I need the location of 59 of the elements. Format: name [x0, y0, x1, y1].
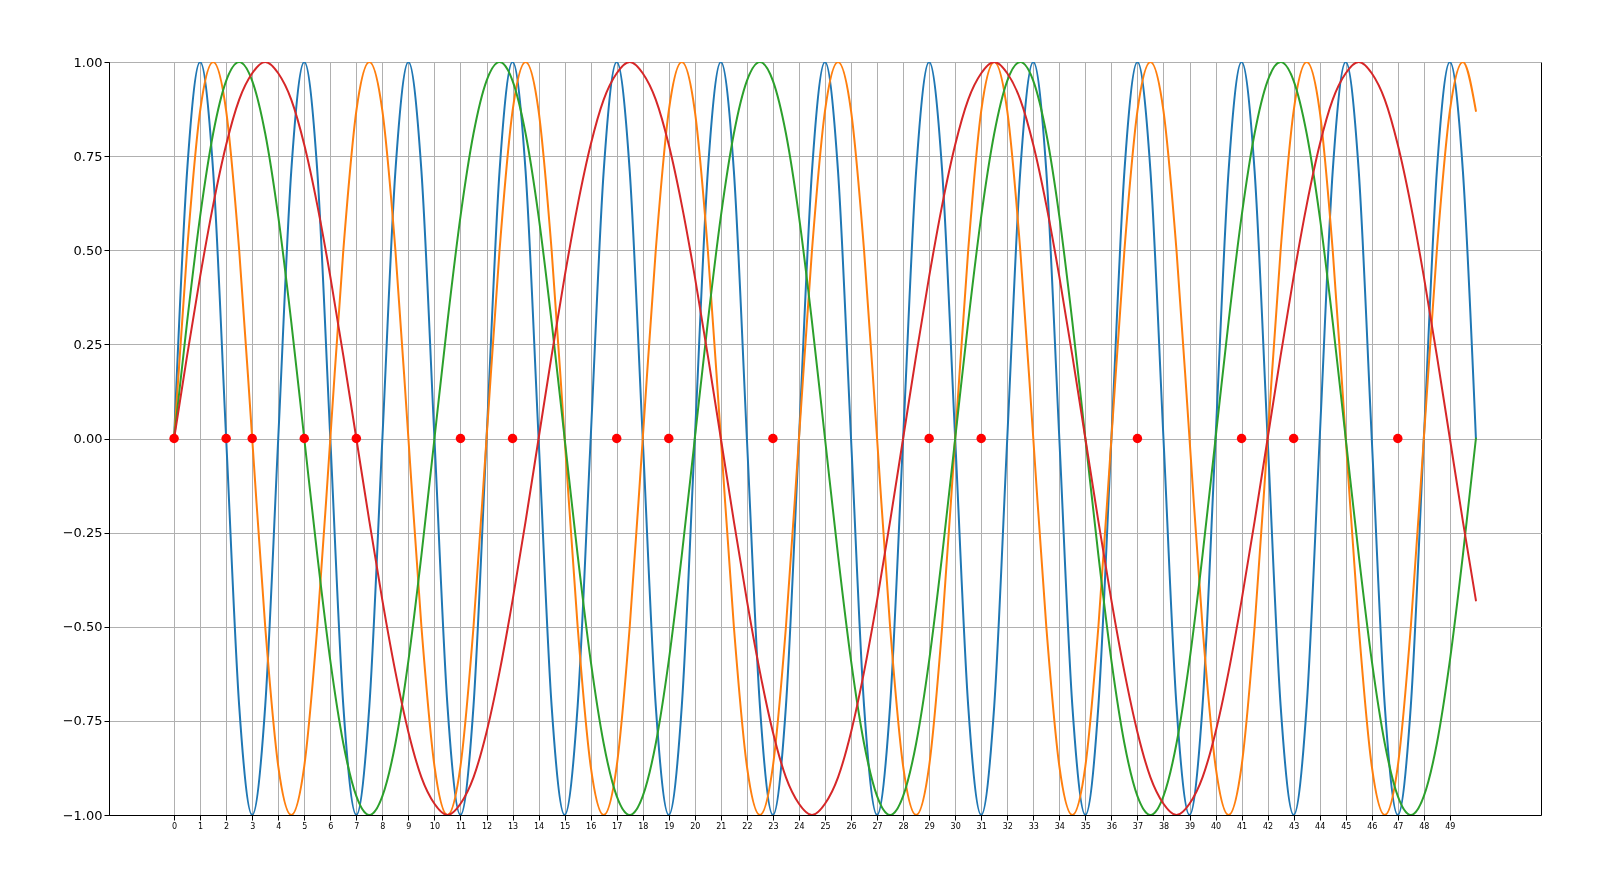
x-tick-label: 43 — [1289, 821, 1300, 831]
x-tick-label: 24 — [794, 821, 805, 831]
x-tick-label: 8 — [380, 821, 386, 831]
x-tick-label: 41 — [1236, 821, 1248, 831]
x-tick-label: 45 — [1341, 821, 1352, 831]
x-tick-label: 49 — [1445, 821, 1456, 831]
x-tick-label: 13 — [507, 821, 519, 831]
x-tick-label: 1 — [198, 821, 204, 831]
x-tick-label: 34 — [1054, 821, 1065, 831]
x-tick-label: 35 — [1080, 821, 1091, 831]
y-tick-label: 0.00 — [73, 431, 103, 446]
y-tick-label: 0.25 — [73, 336, 103, 352]
x-tick-label: 25 — [820, 821, 831, 831]
x-tick-label: 17 — [612, 821, 623, 831]
y-tick-label: −0.75 — [62, 713, 103, 729]
x-tick-label: 11 — [455, 821, 467, 831]
x-tick-label: 29 — [924, 821, 935, 831]
x-tick-label: 30 — [950, 821, 961, 831]
x-tick-label: 7 — [354, 821, 360, 831]
x-tick-label: 5 — [302, 821, 308, 831]
x-tick-label: 28 — [898, 821, 909, 831]
x-tick-label: 46 — [1367, 821, 1378, 831]
x-tick-label: 0 — [172, 821, 178, 831]
x-tick-label: 15 — [560, 821, 571, 831]
x-tick-label: 36 — [1106, 821, 1117, 831]
x-tick-label: 10 — [429, 821, 441, 831]
x-tick-label: 27 — [872, 821, 883, 831]
x-tick-label: 38 — [1158, 821, 1170, 831]
x-tick-label: 9 — [406, 821, 412, 831]
x-tick-label: 3 — [250, 821, 256, 831]
y-tick-label: 0.50 — [73, 242, 103, 258]
x-tick-label: 6 — [328, 821, 334, 831]
x-tick-label: 4 — [276, 821, 282, 831]
x-tick-label: 12 — [481, 821, 493, 831]
x-tick-label: 18 — [638, 821, 649, 831]
x-tick-label: 20 — [690, 821, 701, 831]
x-tick-label: 21 — [716, 821, 727, 831]
y-tick-label: 1.00 — [73, 54, 103, 70]
x-tick-label: 16 — [586, 821, 597, 831]
y-tick-label: −0.25 — [62, 525, 103, 541]
y-tick-label: −1.00 — [62, 807, 103, 823]
x-tick-label: 42 — [1263, 821, 1274, 831]
x-tick-label: 40 — [1210, 821, 1222, 831]
x-tick-label: 47 — [1393, 821, 1404, 831]
y-tick-label: −0.50 — [62, 619, 103, 635]
x-tick-label: 48 — [1419, 821, 1430, 831]
y-tick-label: 0.75 — [73, 148, 103, 164]
x-tick-label: 19 — [664, 821, 675, 831]
x-tick-label: 37 — [1132, 821, 1144, 831]
x-tick-label: 14 — [534, 821, 545, 831]
x-tick-label: 32 — [1002, 821, 1013, 831]
x-tick-label: 23 — [768, 821, 779, 831]
x-tick-label: 26 — [846, 821, 857, 831]
x-tick-label: 39 — [1184, 821, 1196, 831]
x-tick-label: 31 — [976, 821, 987, 831]
x-tick-label: 44 — [1315, 821, 1326, 831]
x-tick-label: 22 — [742, 821, 753, 831]
x-tick-label: 2 — [224, 821, 230, 831]
x-tick-label: 33 — [1028, 821, 1039, 831]
